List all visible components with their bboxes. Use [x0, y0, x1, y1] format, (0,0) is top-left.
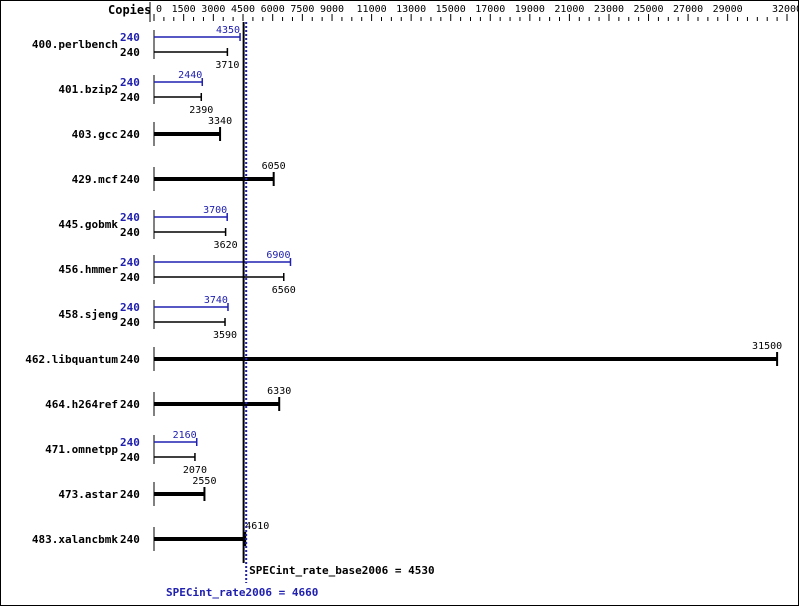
tick-label: 13000	[396, 4, 426, 15]
tick-label: 25000	[633, 4, 663, 15]
tick-label: 9000	[320, 4, 344, 15]
tick-label: 29000	[713, 4, 743, 15]
tick-label: 32000	[772, 4, 799, 15]
benchmark-label: 456.hmmer	[58, 263, 118, 276]
base-copies: 240	[120, 46, 140, 59]
base-value: 2390	[189, 105, 213, 116]
tick-label: 7500	[290, 4, 314, 15]
benchmark-label: 471.omnetpp	[45, 443, 118, 456]
base-summary: SPECint_rate_base2006 = 4530	[249, 564, 434, 577]
benchmark-label: 445.gobmk	[58, 218, 118, 231]
base-value: 6560	[272, 285, 296, 296]
peak-copies: 240	[120, 76, 140, 89]
tick-label: 3000	[201, 4, 225, 15]
peak-value: 4350	[216, 25, 240, 36]
tick-label: 17000	[475, 4, 505, 15]
base-copies: 240	[120, 316, 140, 329]
base-copies: 240	[120, 173, 140, 186]
peak-summary: SPECint_rate2006 = 4660	[166, 586, 318, 599]
base-value: 2070	[183, 465, 207, 476]
peak-copies: 240	[120, 436, 140, 449]
base-copies: 240	[120, 533, 140, 546]
peak-copies: 240	[120, 31, 140, 44]
tick-label: 6000	[261, 4, 285, 15]
base-value: 3620	[214, 240, 238, 251]
benchmark-label: 400.perlbench	[32, 38, 118, 51]
tick-label: 0	[156, 4, 162, 15]
peak-value: 6900	[266, 250, 290, 261]
peak-value: 2160	[173, 430, 197, 441]
peak-value: 3700	[203, 205, 227, 216]
axis-label: Copies	[108, 3, 151, 17]
base-copies: 240	[120, 128, 140, 141]
tick-label: 15000	[436, 4, 466, 15]
base-value: 3710	[215, 60, 239, 71]
base-value: 3340	[208, 116, 232, 127]
benchmark-label: 464.h264ref	[45, 398, 118, 411]
peak-copies: 240	[120, 301, 140, 314]
tick-label: 19000	[515, 4, 545, 15]
base-copies: 240	[120, 488, 140, 501]
base-value: 6330	[267, 386, 291, 397]
base-value: 6050	[262, 161, 286, 172]
tick-label: 23000	[594, 4, 624, 15]
benchmark-label: 462.libquantum	[25, 353, 118, 366]
peak-copies: 240	[120, 256, 140, 269]
base-value: 4610	[245, 521, 269, 532]
benchmark-label: 473.astar	[58, 488, 118, 501]
benchmark-label: 429.mcf	[72, 173, 118, 186]
peak-value: 2440	[178, 70, 202, 81]
benchmark-label: 483.xalancbmk	[32, 533, 118, 546]
tick-label: 1500	[172, 4, 196, 15]
benchmark-label: 403.gcc	[72, 128, 118, 141]
base-copies: 240	[120, 353, 140, 366]
tick-label: 21000	[554, 4, 584, 15]
tick-label: 4500	[231, 4, 255, 15]
base-copies: 240	[120, 398, 140, 411]
peak-copies: 240	[120, 211, 140, 224]
base-copies: 240	[120, 451, 140, 464]
base-value: 3590	[213, 330, 237, 341]
base-value: 31500	[752, 341, 782, 352]
benchmark-label: 458.sjeng	[58, 308, 118, 321]
tick-label: 27000	[673, 4, 703, 15]
peak-value: 3740	[204, 295, 228, 306]
base-copies: 240	[120, 226, 140, 239]
benchmark-label: 401.bzip2	[58, 83, 118, 96]
base-copies: 240	[120, 91, 140, 104]
base-copies: 240	[120, 271, 140, 284]
base-value: 2550	[192, 476, 216, 487]
tick-label: 11000	[357, 4, 387, 15]
